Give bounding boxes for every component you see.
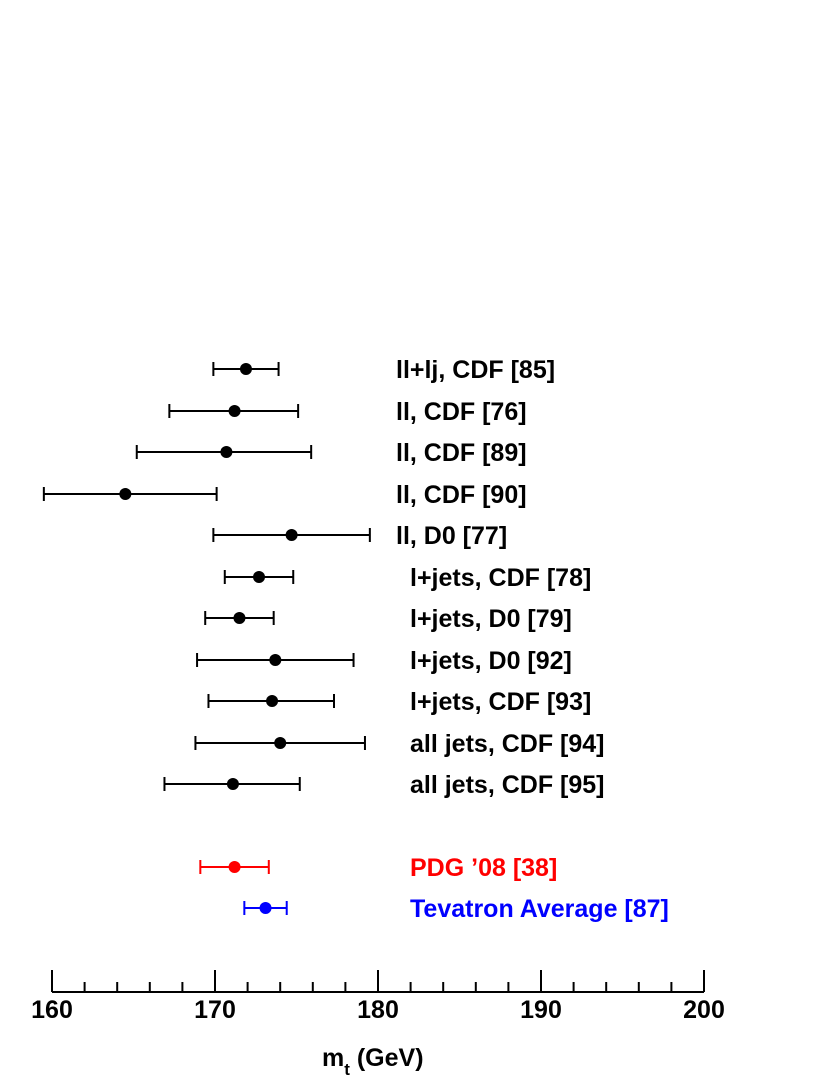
measurement-marks: ll+lj, CDF [85] ll, CDF [76] ll, CDF [89] l…	[42, 356, 669, 923]
x-axis-title-subscript: t	[344, 1060, 350, 1075]
measurement-label: all jets, CDF [94]	[410, 730, 605, 758]
measurement-label: l+jets, D0 [79]	[410, 605, 572, 633]
measurement-label: ll, CDF [90]	[396, 481, 527, 509]
measurement-row: ll, D0 [77]	[212, 522, 507, 550]
x-axis: 160 170 180 190 200	[31, 970, 725, 1024]
measurement-row: Tevatron Average [87]	[243, 895, 669, 923]
x-axis-title: mt (GeV)	[322, 1044, 424, 1075]
x-tick-label: 190	[520, 996, 562, 1024]
data-point	[233, 612, 246, 624]
data-point	[228, 405, 241, 417]
measurement-row: all jets, CDF [95]	[163, 771, 605, 799]
x-tick-label: 200	[683, 996, 725, 1024]
data-point	[228, 861, 241, 873]
measurement-label: Tevatron Average [87]	[410, 895, 669, 923]
measurement-label: ll+lj, CDF [85]	[396, 356, 555, 384]
measurement-label: all jets, CDF [95]	[410, 771, 605, 799]
measurement-row: ll, CDF [76]	[168, 398, 527, 426]
measurement-row: ll+lj, CDF [85]	[212, 356, 555, 384]
data-point	[285, 529, 298, 541]
measurement-row: l+jets, CDF [93]	[207, 688, 591, 716]
measurement-row: l+jets, CDF [78]	[223, 564, 591, 592]
measurement-row: ll, CDF [90]	[42, 481, 527, 509]
data-point	[253, 571, 266, 583]
data-point	[274, 737, 287, 749]
data-point	[220, 446, 233, 458]
x-tick-label: 160	[31, 996, 73, 1024]
x-tick-label: 170	[194, 996, 236, 1024]
x-tick-label: 180	[357, 996, 399, 1024]
measurement-row: all jets, CDF [94]	[194, 730, 605, 758]
measurement-label: PDG ’08 [38]	[410, 854, 557, 882]
data-point	[259, 902, 272, 914]
measurement-label: ll, D0 [77]	[396, 522, 507, 550]
measurement-row: l+jets, D0 [92]	[196, 647, 572, 675]
measurement-label: l+jets, CDF [93]	[410, 688, 591, 716]
measurement-label: ll, CDF [76]	[396, 398, 527, 426]
measurement-row: ll, CDF [89]	[135, 439, 527, 467]
measurement-row: l+jets, D0 [79]	[204, 605, 572, 633]
x-axis-title-symbol: m	[322, 1044, 344, 1072]
data-point	[266, 695, 279, 707]
data-point	[226, 778, 239, 790]
measurement-row: PDG ’08 [38]	[199, 854, 557, 882]
data-point	[239, 363, 252, 375]
data-point	[119, 488, 132, 500]
x-axis-title-unit: (GeV)	[350, 1044, 424, 1072]
measurement-label: l+jets, D0 [92]	[410, 647, 572, 675]
measurement-label: ll, CDF [89]	[396, 439, 527, 467]
data-point	[269, 654, 282, 666]
measurement-label: l+jets, CDF [78]	[410, 564, 591, 592]
